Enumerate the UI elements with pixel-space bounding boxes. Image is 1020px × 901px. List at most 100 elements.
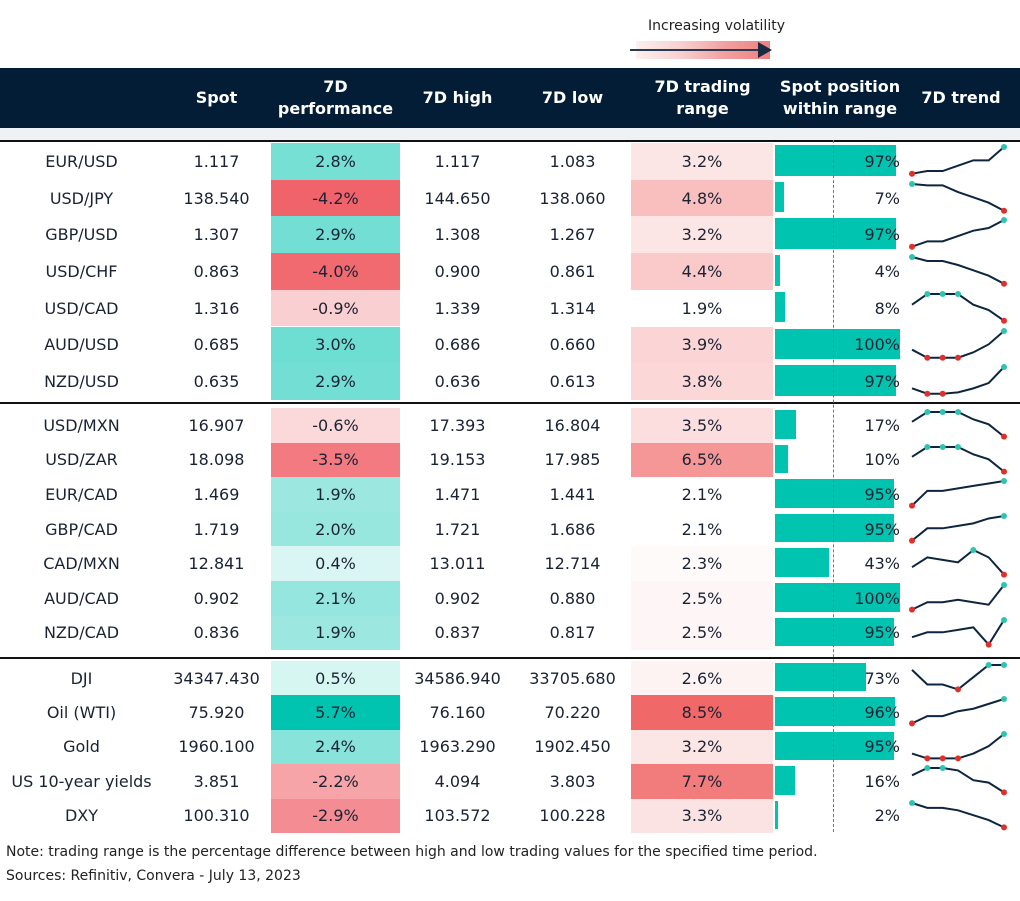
trend-min-marker: [955, 354, 961, 361]
low-value: 12.714: [544, 554, 601, 574]
position-label: 95%: [864, 623, 900, 643]
range-cell: 2.1%: [631, 511, 773, 547]
position-bar: [775, 617, 894, 647]
range-cell: 3.5%: [631, 408, 773, 443]
trend-line: [911, 411, 1005, 438]
trend-line: [911, 664, 1004, 691]
position-bar: [775, 181, 784, 213]
header-spot: Spot: [195, 88, 238, 107]
range-cell: 3.2%: [631, 216, 773, 254]
spot-value: 75.920: [188, 703, 245, 723]
table-row: AUD/CAD 0.902 2.1% 0.902 0.880 2.5% 100%: [0, 581, 1020, 616]
trend-min-marker: [1001, 317, 1007, 324]
table-row: AUD/USD 0.685 3.0% 0.686 0.660 3.9% 100%: [0, 326, 1020, 364]
table-row: CAD/MXN 12.841 0.4% 13.011 12.714 2.3% 4…: [0, 546, 1020, 581]
trend-max-marker: [1001, 512, 1007, 519]
trend-line: [911, 219, 1005, 249]
high-value: 0.837: [434, 623, 481, 643]
position-label: 8%: [874, 298, 900, 318]
position-bar: [775, 365, 897, 396]
table-row: NZD/CAD 0.836 1.9% 0.837 0.817 2.5% 95%: [0, 615, 1020, 651]
trend-sparkline: [909, 696, 1007, 727]
low-value: 33705.680: [529, 668, 616, 688]
performance-cell: -4.2%: [271, 179, 400, 217]
performance-cell: -0.9%: [271, 289, 400, 327]
spot-value: 34347.430: [173, 668, 260, 688]
range-cell: 3.9%: [631, 326, 773, 364]
instrument-name: DXY: [64, 806, 99, 826]
position-label: 96%: [864, 703, 900, 723]
low-value: 1.267: [549, 225, 596, 245]
trend-max-marker: [939, 409, 946, 415]
trend-max-marker: [909, 254, 915, 261]
low-value: 0.817: [549, 623, 596, 643]
sources: Sources: Refinitiv, Convera - July 13, 2…: [6, 868, 301, 884]
trend-min-marker: [909, 502, 915, 509]
range-cell: 4.4%: [631, 253, 773, 290]
range-cell: 1.9%: [631, 289, 773, 327]
trend-max-marker: [985, 662, 992, 668]
trend-min-marker: [924, 755, 931, 762]
trend-max-marker: [939, 765, 946, 772]
high-value: 103.572: [424, 806, 491, 826]
trend-sparkline: [909, 478, 1007, 509]
trend-min-marker: [1001, 207, 1007, 214]
low-value: 17.985: [544, 450, 601, 470]
position-label: 97%: [864, 225, 900, 245]
high-value: 1963.290: [419, 737, 496, 757]
trend-sparkline: [911, 662, 1007, 693]
instrument-name: USD/ZAR: [45, 450, 118, 470]
low-value: 0.861: [549, 261, 596, 281]
range-cell: 2.5%: [631, 615, 773, 651]
table-row: EUR/CAD 1.469 1.9% 1.471 1.441 2.1% 95%: [0, 477, 1020, 512]
legend-label: Increasing volatility: [648, 18, 785, 34]
instrument-name: CAD/MXN: [43, 554, 120, 574]
arrow-head-icon: [758, 42, 772, 58]
trend-sparkline: [911, 409, 1007, 440]
range-cell: 6.5%: [631, 442, 773, 478]
position-label: 17%: [864, 415, 900, 435]
position-label: 2%: [874, 806, 900, 826]
trend-line: [911, 619, 1005, 646]
divider: [0, 657, 1020, 659]
spot-value: 1.117: [193, 151, 240, 171]
trend-max-marker: [909, 799, 915, 806]
trend-max-marker: [924, 290, 931, 297]
performance-cell: 2.9%: [271, 216, 400, 254]
performance-cell: 1.9%: [271, 477, 400, 512]
spot-value: 100.310: [183, 806, 250, 826]
position-label: 73%: [864, 668, 900, 688]
header-range: 7D trading range: [654, 77, 751, 118]
performance-cell: 0.4%: [271, 546, 400, 581]
position-label: 100%: [854, 335, 900, 355]
trend-line: [911, 146, 1005, 175]
trend-max-marker: [1001, 364, 1007, 371]
header-high: 7D high: [422, 88, 493, 107]
header-low: 7D low: [541, 88, 604, 107]
spot-value: 0.635: [193, 372, 240, 392]
spot-value: 0.863: [193, 261, 240, 281]
position-bar: [775, 513, 894, 543]
trend-line: [911, 329, 1005, 359]
performance-cell: -2.9%: [271, 798, 400, 833]
trend-min-marker: [1001, 468, 1007, 475]
trend-max-marker: [924, 409, 931, 415]
position-bar: [775, 800, 778, 829]
trend-sparkline: [909, 582, 1007, 613]
table-row: Gold 1960.100 2.4% 1963.290 1902.450 3.2…: [0, 729, 1020, 765]
instrument-name: Oil (WTI): [46, 703, 117, 723]
performance-cell: 5.7%: [271, 695, 400, 730]
spot-value: 1960.100: [178, 737, 255, 757]
position-bar: [775, 766, 795, 795]
position-label: 97%: [864, 151, 900, 171]
trend-max-marker: [939, 443, 946, 450]
trend-min-marker: [1001, 571, 1007, 578]
trend-line: [911, 480, 1005, 507]
trend-max-marker: [1001, 730, 1007, 737]
performance-cell: -4.0%: [271, 253, 400, 290]
trend-max-marker: [1001, 144, 1007, 150]
spot-value: 0.685: [193, 335, 240, 355]
trend-max-marker: [970, 547, 977, 554]
high-value: 0.900: [434, 261, 481, 281]
footnote: Note: trading range is the percentage di…: [6, 844, 818, 860]
